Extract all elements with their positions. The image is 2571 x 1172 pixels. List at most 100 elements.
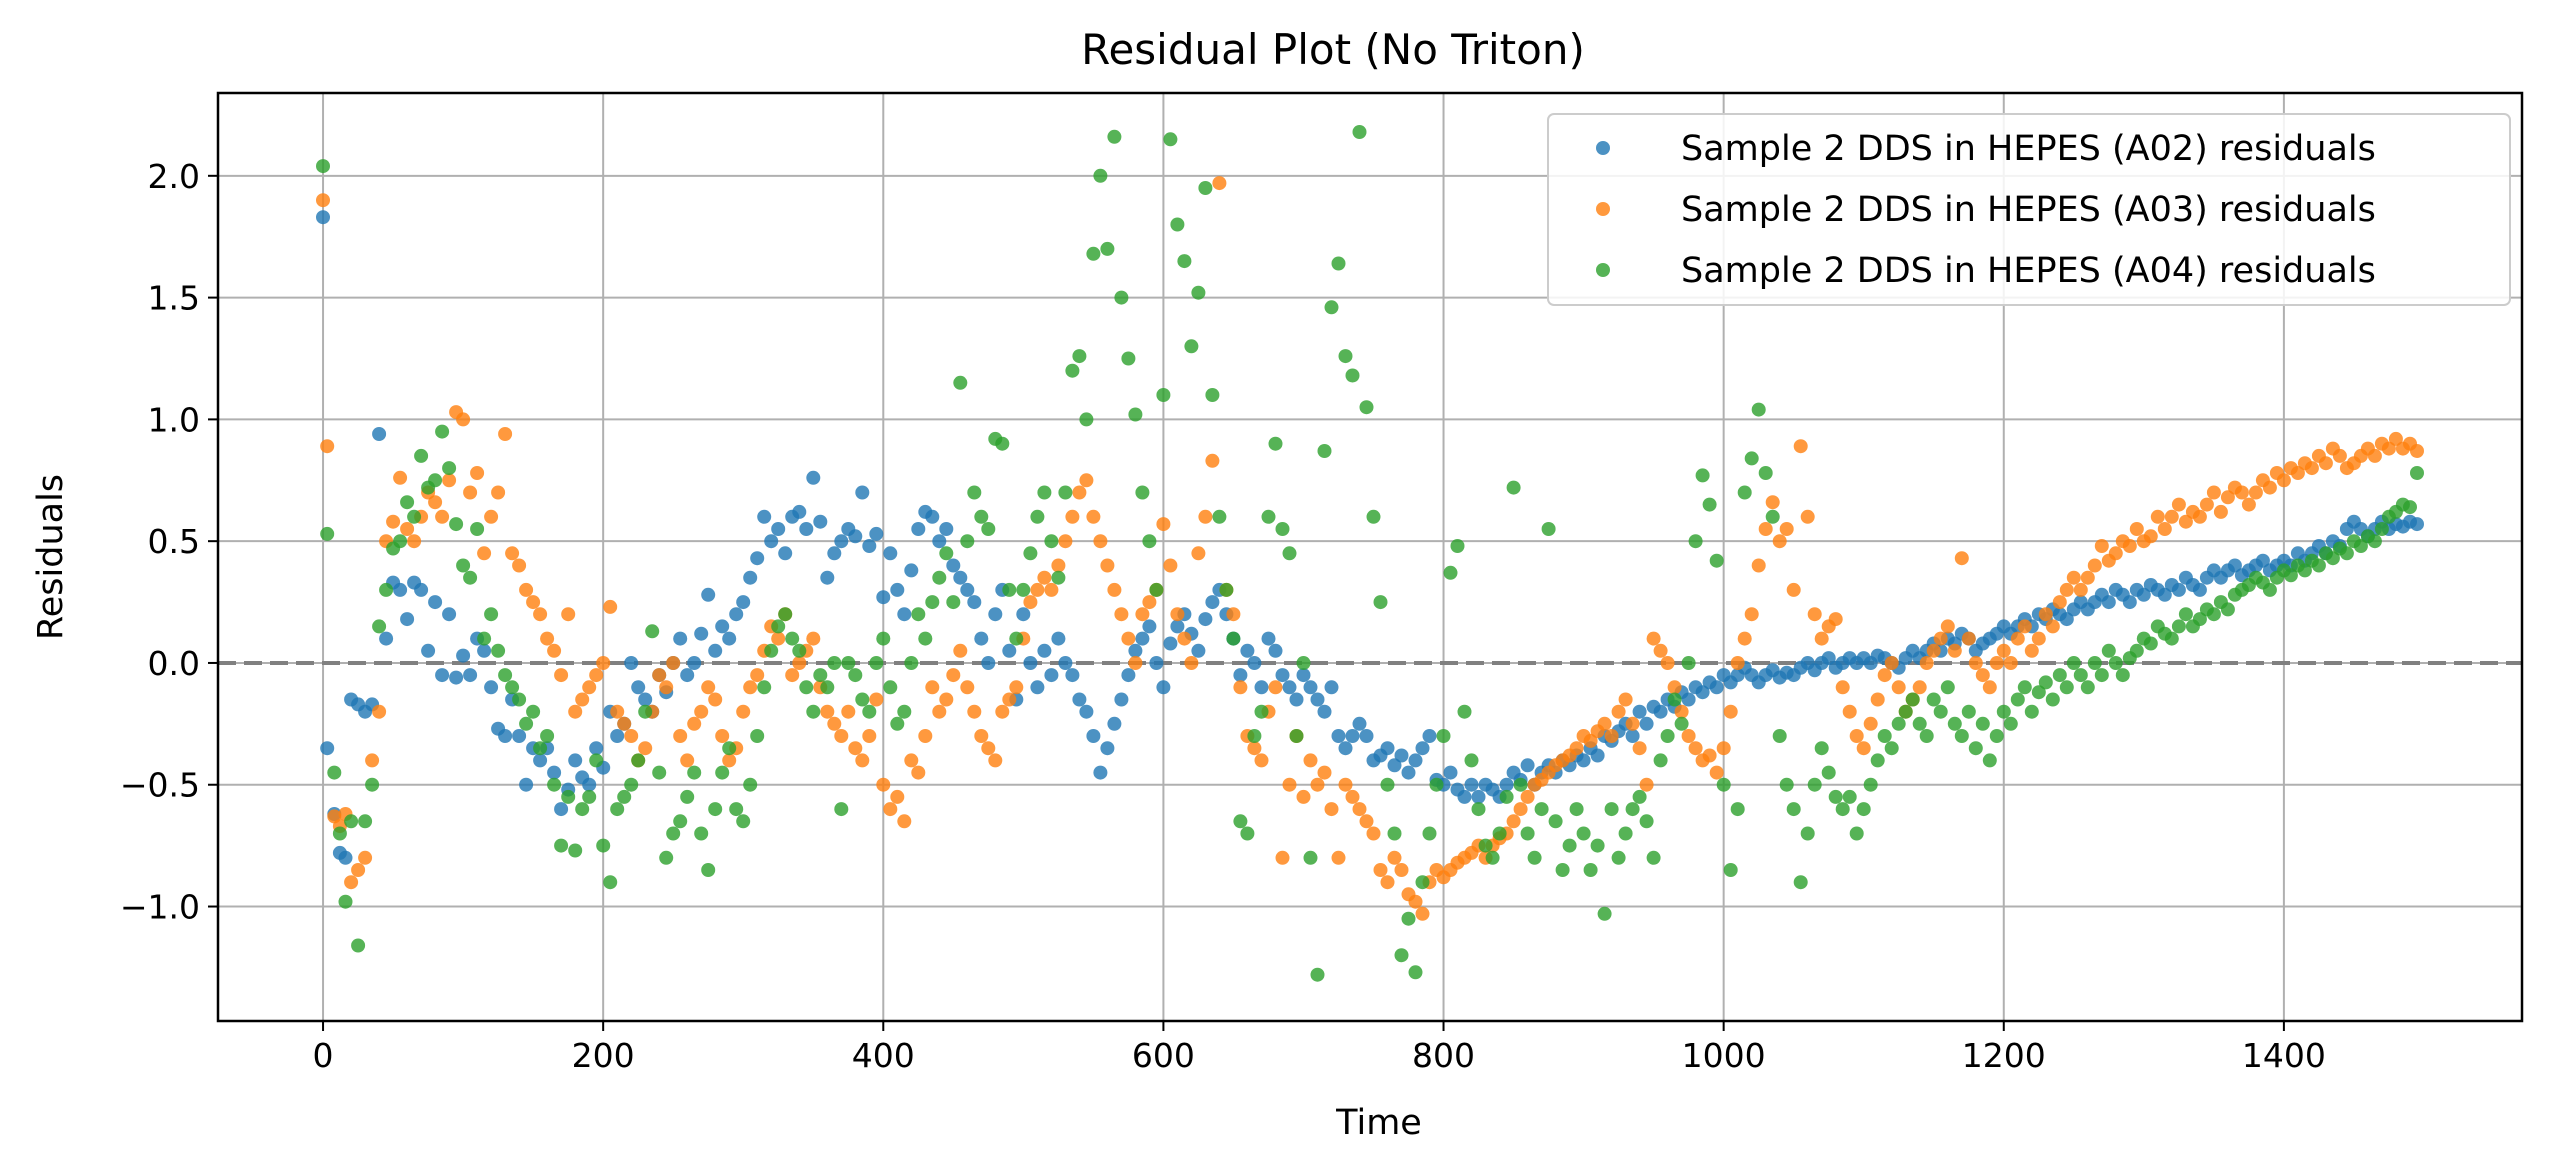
data-point xyxy=(827,546,842,561)
data-point xyxy=(2087,656,2102,670)
data-point xyxy=(1366,509,1381,524)
data-point xyxy=(1100,558,1115,573)
data-point xyxy=(463,668,478,683)
data-point xyxy=(1982,680,1997,695)
data-point xyxy=(2059,612,2074,627)
data-point xyxy=(449,670,464,685)
data-point xyxy=(1240,643,1255,658)
data-point xyxy=(1751,402,1766,417)
data-point xyxy=(1037,485,1052,500)
data-point xyxy=(1114,607,1129,622)
data-point xyxy=(701,863,716,877)
data-point xyxy=(449,517,464,532)
data-point xyxy=(939,522,954,536)
data-point xyxy=(1275,850,1290,865)
data-point xyxy=(792,656,807,670)
data-point xyxy=(561,607,576,622)
data-point xyxy=(1121,668,1136,683)
data-point xyxy=(2017,680,2032,695)
data-point xyxy=(2143,636,2158,651)
data-point xyxy=(1548,814,1563,829)
data-point xyxy=(1457,704,1472,719)
data-point xyxy=(736,814,751,829)
data-point xyxy=(995,436,1010,451)
legend: Sample 2 DDS in HEPES (A02) residuals Sam… xyxy=(1547,113,2511,306)
data-point xyxy=(1828,612,1843,627)
data-point xyxy=(2192,509,2207,524)
data-point xyxy=(638,741,653,756)
data-point xyxy=(897,607,912,622)
data-point xyxy=(526,704,541,719)
data-point xyxy=(1303,850,1318,865)
data-point xyxy=(2052,668,2067,683)
data-point xyxy=(1681,692,1696,707)
data-point xyxy=(981,522,996,536)
data-point xyxy=(1394,748,1409,763)
data-point xyxy=(1681,656,1696,670)
data-point xyxy=(484,509,499,524)
x-tick-label: 200 xyxy=(572,1036,635,1075)
data-point xyxy=(1275,522,1290,536)
data-point xyxy=(2129,522,2144,536)
data-point xyxy=(1646,850,1661,865)
data-point xyxy=(757,680,772,695)
x-axis-label: Time xyxy=(1335,1103,1422,1143)
data-point xyxy=(988,607,1003,622)
data-point xyxy=(589,668,604,683)
data-point xyxy=(456,648,471,663)
data-point xyxy=(932,534,947,549)
data-point xyxy=(344,875,359,890)
data-point xyxy=(820,704,835,719)
data-point xyxy=(2367,448,2382,463)
data-point xyxy=(470,466,485,480)
data-point xyxy=(1842,789,1857,804)
data-point xyxy=(386,514,401,529)
data-point xyxy=(1926,692,1941,707)
data-point xyxy=(897,814,912,829)
data-point xyxy=(1422,729,1437,743)
data-point xyxy=(1877,668,1892,683)
data-point xyxy=(1296,668,1311,683)
data-point xyxy=(2003,716,2018,731)
data-point xyxy=(1996,704,2011,719)
data-point xyxy=(1331,256,1346,271)
data-point xyxy=(1170,607,1185,622)
data-point xyxy=(1653,753,1668,768)
data-point xyxy=(827,656,842,670)
data-point xyxy=(1562,838,1577,853)
data-point xyxy=(477,631,492,646)
data-point xyxy=(2311,558,2326,573)
data-point xyxy=(1674,716,1689,731)
data-point xyxy=(338,850,353,865)
data-point xyxy=(1961,631,1976,646)
data-point xyxy=(1345,368,1360,383)
data-point xyxy=(603,599,618,614)
data-point xyxy=(477,546,492,561)
data-point xyxy=(1856,741,1871,756)
data-point xyxy=(1226,631,1241,646)
y-axis-label: Residuals xyxy=(31,474,71,640)
data-point xyxy=(1534,802,1549,817)
data-point xyxy=(1289,692,1304,707)
data-point xyxy=(1107,129,1122,144)
data-point xyxy=(1156,517,1171,532)
data-point xyxy=(1611,850,1626,865)
data-point xyxy=(2213,504,2228,519)
data-point xyxy=(1100,241,1115,256)
data-point xyxy=(1380,875,1395,890)
data-point xyxy=(400,612,415,627)
data-point xyxy=(1177,631,1192,646)
data-point xyxy=(2353,539,2368,553)
data-point xyxy=(1163,558,1178,573)
data-point xyxy=(1401,765,1416,780)
data-point xyxy=(1464,753,1479,768)
data-point xyxy=(1765,509,1780,524)
data-point xyxy=(519,582,534,597)
data-point xyxy=(1142,595,1157,610)
data-point xyxy=(1002,643,1017,658)
data-point xyxy=(1758,522,1773,536)
data-point xyxy=(498,729,513,743)
data-point xyxy=(1296,789,1311,804)
data-point xyxy=(1625,716,1640,731)
data-point xyxy=(320,741,335,756)
